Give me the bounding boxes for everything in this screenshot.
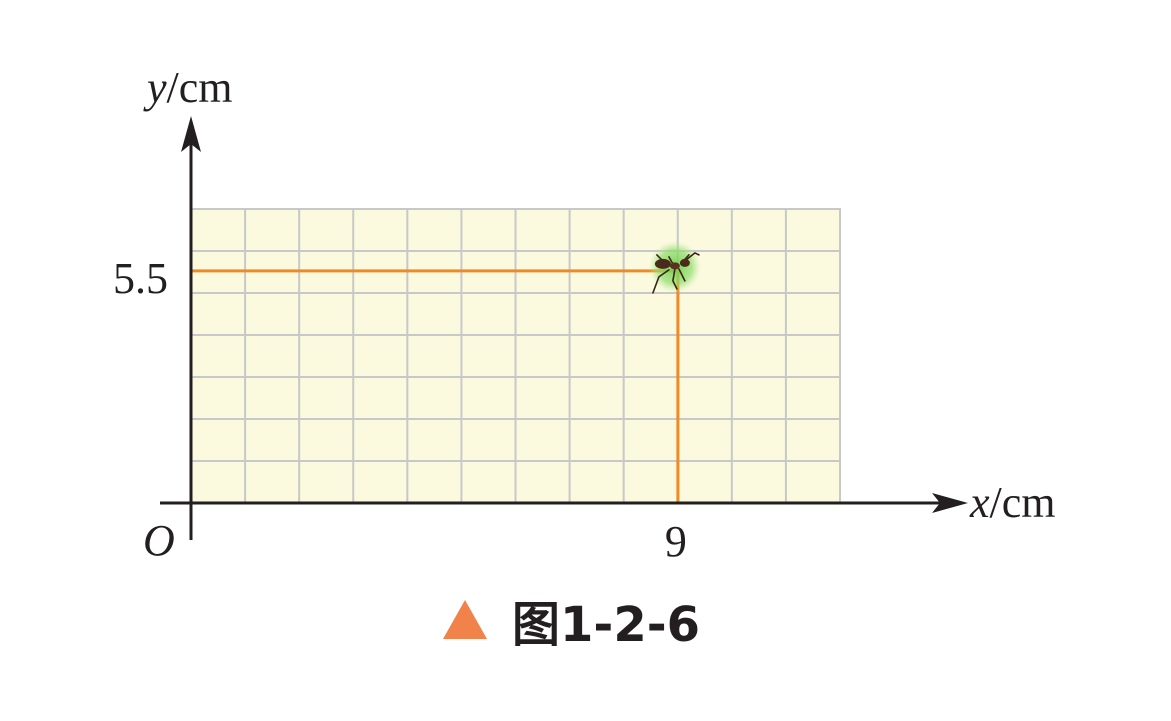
y-axis-arrow-icon [181, 116, 201, 152]
y-axis-label: y/cm [143, 63, 233, 112]
ant-icon [648, 240, 701, 294]
x-axis-arrow-icon [932, 493, 968, 513]
figure-caption: 图1-2-6 [512, 597, 700, 653]
x-axis-unit: /cm [990, 478, 1056, 527]
x-tick-label: 9 [665, 517, 687, 566]
y-axis-variable: y [143, 63, 167, 112]
x-axis-variable: x [969, 478, 990, 527]
y-tick-label: 5.5 [113, 254, 168, 303]
x-axis-label: x/cm [969, 478, 1056, 527]
caption-triangle-icon [443, 600, 487, 639]
origin-label: O [143, 516, 175, 565]
grid-paper [190, 208, 841, 504]
y-axis-unit: /cm [167, 63, 233, 112]
